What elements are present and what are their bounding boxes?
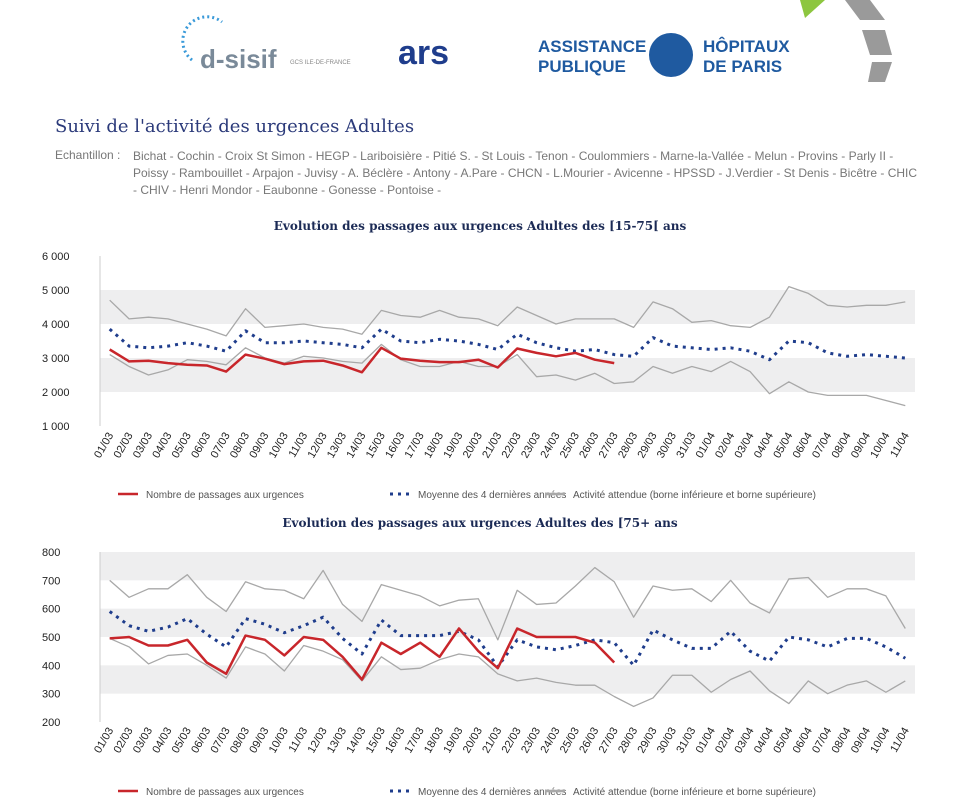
- y-tick-label: 6 000: [42, 251, 70, 263]
- legend-label: Activité attendue (borne inférieure et b…: [573, 490, 816, 501]
- decor: [800, 0, 825, 18]
- y-tick-label: 500: [42, 632, 60, 644]
- grid-band: [100, 552, 915, 581]
- band-lower: [109, 343, 906, 407]
- series-line: [108, 327, 906, 362]
- logo-dsisif: d-sisif: [200, 44, 277, 74]
- y-tick-label: 3 000: [42, 353, 70, 365]
- decor: [868, 62, 892, 82]
- x-tick-label: 10/03: [267, 431, 291, 461]
- chart: Evolution des passages aux urgences Adul…: [42, 219, 915, 501]
- logo-ap: ASSISTANCE: [538, 37, 646, 56]
- y-tick-label: 2 000: [42, 387, 70, 399]
- y-tick-label: 600: [42, 604, 60, 616]
- logo-hp: HÔPITAUX: [703, 37, 790, 56]
- chart-title: Evolution des passages aux urgences Adul…: [282, 516, 677, 530]
- legend-label: Moyenne des 4 dernières années: [418, 787, 566, 798]
- logo-ars: ars: [398, 34, 449, 72]
- decor: [862, 30, 892, 55]
- chart: Evolution des passages aux urgences Adul…: [42, 516, 915, 798]
- logo-ap: PUBLIQUE: [538, 57, 626, 76]
- decor: [845, 0, 885, 20]
- logo-heart: [649, 33, 693, 77]
- y-tick-label: 1 000: [42, 421, 70, 433]
- series-line: [109, 627, 616, 681]
- x-tick-label: 10/03: [267, 726, 291, 756]
- x-tick-label: 10/04: [868, 431, 892, 461]
- page-title: Suivi de l'activité des urgences Adultes: [55, 116, 415, 137]
- y-tick-label: 300: [42, 689, 60, 701]
- y-tick-label: 400: [42, 660, 60, 672]
- grid-band: [100, 608, 915, 637]
- series-line: [109, 346, 615, 374]
- grid-band: [100, 290, 915, 324]
- y-tick-label: 4 000: [42, 319, 70, 331]
- grid-band: [100, 665, 915, 694]
- y-tick-label: 700: [42, 575, 60, 587]
- x-tick-label: 11/04: [888, 726, 912, 755]
- sample-label: Echantillon :: [55, 148, 121, 162]
- grid-band: [100, 358, 915, 392]
- sample-list: Bichat - Cochin - Croix St Simon - HEGP …: [133, 149, 918, 197]
- legend-label: Nombre de passages aux urgences: [146, 490, 304, 501]
- chart-title: Evolution des passages aux urgences Adul…: [274, 219, 687, 233]
- legend-label: Moyenne des 4 dernières années: [418, 490, 566, 501]
- y-tick-label: 800: [42, 547, 60, 559]
- header-logos: d-sisif GCS ILE-DE-FRANCE ars ASSISTANCE…: [181, 0, 892, 82]
- y-tick-label: 5 000: [42, 285, 70, 297]
- y-tick-label: 200: [42, 717, 60, 729]
- x-tick-label: 10/04: [868, 726, 892, 756]
- legend-label: Nombre de passages aux urgences: [146, 787, 304, 798]
- logo-sub: GCS ILE-DE-FRANCE: [290, 60, 351, 66]
- logo-arc: [181, 15, 223, 62]
- series-line: [108, 610, 907, 669]
- logo-hp: DE PARIS: [703, 57, 782, 76]
- x-tick-label: 11/04: [888, 431, 912, 460]
- band-upper: [109, 285, 906, 337]
- band-upper: [109, 566, 906, 641]
- band-lower: [109, 637, 906, 708]
- legend-label: Activité attendue (borne inférieure et b…: [573, 787, 816, 798]
